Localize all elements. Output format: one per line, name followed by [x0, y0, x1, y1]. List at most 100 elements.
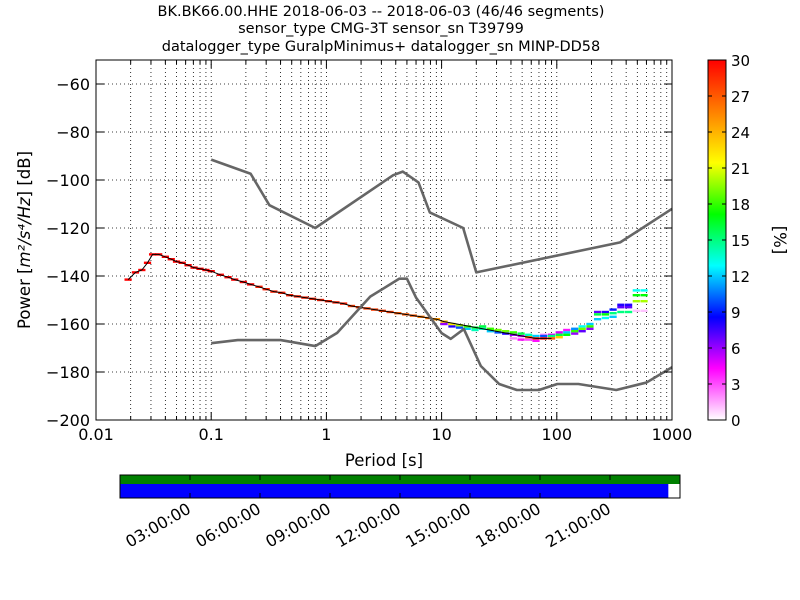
title-line-2: sensor_type CMG-3T sensor_sn T39799: [238, 21, 524, 37]
psd-bin: [563, 328, 571, 332]
psd-bin: [640, 300, 648, 303]
colorbar-tick-label: 15: [731, 232, 750, 250]
psd-bin: [502, 330, 510, 333]
psd-bin: [547, 334, 556, 338]
psd-bin: [486, 327, 494, 330]
colorbar-tick-label: 30: [731, 52, 750, 70]
psd-bin: [448, 322, 456, 326]
noise-models: [210, 158, 673, 392]
psd-bin: [586, 325, 594, 328]
y-tick-label: −80: [56, 123, 90, 142]
y-tick-label: −100: [46, 171, 90, 190]
y-tick-label: −140: [46, 267, 90, 286]
timeline-tick-label: 12:00:00: [332, 499, 404, 551]
y-label-suffix: ] [dB]: [15, 151, 34, 197]
psd-bin: [525, 338, 533, 341]
timeline-tick-label: 21:00:00: [542, 499, 614, 551]
psd-bin: [463, 327, 471, 330]
psd-bin: [448, 325, 456, 328]
timeline-tick-label: 09:00:00: [262, 499, 334, 551]
y-label-prefix: Power [: [15, 267, 34, 329]
colorbar: 0 3 6 9 12 15 18 21 24 27 30 [%]: [707, 52, 789, 430]
psd-bin: [586, 327, 594, 330]
psd-bin: [478, 325, 487, 328]
colorbar-label: [%]: [770, 226, 789, 255]
psd-bin: [517, 332, 525, 335]
psd-bin: [532, 339, 540, 342]
psd-bin: [517, 338, 525, 341]
y-tick-label: −200: [46, 411, 90, 430]
x-tick-label: 1000: [652, 425, 693, 444]
psd-plot: 0.01 0.1 1 10 100 1000 −60 −80 −100 −120 −140 −160…: [15, 59, 693, 470]
psd-bin: [624, 306, 633, 309]
colorbar-ticks: 0 3 6 9 12 15 18 21 24 27 30: [708, 52, 750, 430]
psd-bins: [124, 253, 648, 342]
psd-bin: [540, 334, 548, 338]
psd-bin: [455, 324, 464, 327]
timeline-tick-label: 03:00:00: [122, 499, 194, 551]
psd-bin: [601, 310, 609, 314]
x-tick-label: 100: [542, 425, 573, 444]
grid: [96, 60, 672, 420]
x-tick-label: 10: [431, 425, 451, 444]
colorbar-tick-label: 12: [731, 268, 750, 286]
timeline-tick-label: 18:00:00: [472, 499, 544, 551]
psd-bin: [571, 327, 579, 330]
title-line-1: BK.BK66.00.HHE 2018-06-03 -- 2018-06-03 …: [158, 4, 605, 20]
psd-bin: [624, 310, 633, 314]
x-tick-label: 0.01: [78, 425, 114, 444]
psd-bin: [563, 333, 571, 336]
psd-bin: [463, 325, 471, 328]
colorbar-tick-label: 3: [731, 376, 741, 394]
colorbar-tick-label: 24: [731, 124, 750, 142]
psd-bin: [555, 333, 563, 336]
psd-bin: [586, 322, 594, 326]
psd-bin: [563, 331, 571, 334]
y-axis-label: Power [m²/s⁴/Hz] [dB]: [15, 151, 34, 329]
title-line-3: datalogger_type GuralpMinimus+ datalogge…: [162, 39, 601, 55]
psd-mode-line: [127, 253, 552, 339]
colorbar-tick-label: 9: [731, 304, 741, 322]
psd-bin: [593, 313, 602, 316]
noise-model-nhnm: [210, 158, 673, 274]
psd-bin: [601, 316, 609, 320]
psd-bin: [632, 309, 640, 312]
psd-bin: [494, 331, 502, 334]
psd-bin: [571, 332, 579, 335]
psd-bin: [555, 336, 563, 339]
psd-bin: [471, 328, 479, 332]
colorbar-tick-label: 6: [731, 340, 741, 358]
y-tick-label: −60: [56, 75, 90, 94]
timeline-tick-label: 15:00:00: [402, 499, 474, 551]
colorbar-tick-label: 21: [731, 160, 750, 178]
psd-bin: [593, 318, 602, 321]
psd-bin: [486, 330, 494, 333]
psd-bin: [578, 325, 586, 328]
psd-bin: [632, 300, 640, 303]
x-tick-label: 0.1: [198, 425, 223, 444]
timeline: 03:00:0006:00:0009:00:0012:00:0015:00:00…: [119, 474, 681, 551]
noise-model-nlnm: [211, 277, 673, 392]
y-label-unit: m²/s⁴/Hz: [15, 197, 34, 267]
psd-bin: [502, 332, 510, 335]
colorbar-tick-label: 18: [731, 196, 750, 214]
x-axis-label: Period [s]: [345, 451, 423, 470]
psd-bin: [632, 289, 640, 292]
y-tick-label: −160: [46, 315, 90, 334]
psd-bin: [593, 310, 602, 314]
psd-bin: [617, 306, 625, 309]
psd-bin: [532, 334, 540, 338]
psd-bin: [509, 331, 518, 334]
psd-bin: [578, 327, 586, 330]
psd-bin: [632, 294, 640, 297]
psd-bin: [571, 330, 579, 333]
x-tick-label: 1: [321, 425, 331, 444]
colorbar-tick-label: 27: [731, 88, 750, 106]
y-tick-label: −120: [46, 219, 90, 238]
psd-bin: [601, 313, 609, 316]
psd-bin: [609, 308, 617, 311]
plot-frame: [95, 59, 673, 421]
psd-bin: [555, 331, 563, 334]
timeline-tick-label: 06:00:00: [192, 499, 264, 551]
plot-background: [96, 60, 672, 420]
